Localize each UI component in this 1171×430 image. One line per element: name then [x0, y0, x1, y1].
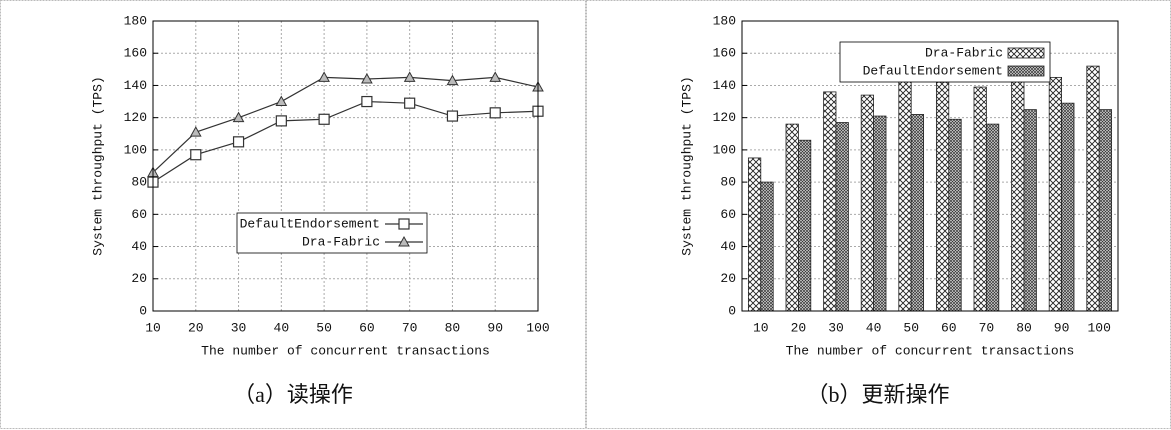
bar [835, 122, 849, 312]
bar [1023, 109, 1037, 312]
y-tick-label: 160 [713, 46, 736, 61]
plot-frame [741, 20, 1119, 312]
y-tick-label: 140 [124, 78, 147, 93]
marker [190, 149, 202, 161]
x-tick-label: 10 [145, 320, 161, 335]
x-tick-label: 80 [1016, 320, 1032, 335]
y-tick-label: 40 [131, 239, 147, 254]
x-tick-label: 100 [1087, 320, 1110, 335]
bar [1061, 102, 1075, 312]
y-tick-label: 180 [124, 13, 147, 28]
x-tick-label: 100 [526, 320, 549, 335]
x-axis-label: The number of concurrent transactions [201, 343, 490, 358]
bar [898, 70, 912, 312]
x-tick-label: 30 [828, 320, 844, 335]
legend-label: Dra-Fabric [925, 45, 1003, 60]
y-tick-label: 160 [124, 46, 147, 61]
x-tick-label: 10 [753, 320, 769, 335]
x-tick-label: 30 [231, 320, 247, 335]
bar [973, 86, 987, 312]
bar [873, 115, 887, 312]
bar [1048, 76, 1063, 312]
legend-box [236, 212, 428, 254]
marker [232, 111, 245, 123]
y-tick-label: 80 [720, 175, 736, 190]
bar [760, 181, 774, 312]
marker [361, 95, 373, 108]
bar [935, 81, 950, 312]
y-tick-label: 120 [124, 110, 147, 125]
caption: （a）读操作 [233, 382, 353, 407]
plot-frame [152, 20, 539, 312]
bar [1086, 65, 1100, 312]
marker [275, 95, 288, 107]
legend-label: Dra-Fabric [302, 234, 380, 249]
x-tick-label: 80 [445, 320, 461, 335]
bar [860, 94, 875, 312]
marker [403, 71, 416, 82]
x-tick-label: 60 [941, 320, 957, 335]
marker [361, 72, 373, 84]
marker [404, 97, 416, 109]
bar [986, 123, 1000, 312]
y-axis-label: System throughput (TPS) [90, 76, 105, 255]
y-tick-label: 20 [131, 271, 147, 286]
marker [398, 235, 410, 247]
y-tick-label: 100 [713, 142, 736, 157]
marker [318, 71, 330, 82]
marker [189, 126, 202, 137]
marker [489, 107, 501, 119]
legend-label: DefaultEndorsement [863, 63, 1003, 78]
x-tick-label: 70 [979, 320, 995, 335]
x-tick-label: 60 [359, 320, 375, 335]
x-axis-label: The number of concurrent transactions [786, 343, 1075, 358]
y-tick-label: 40 [720, 239, 736, 254]
caption: （b）更新操作 [806, 382, 949, 407]
x-tick-label: 90 [487, 320, 503, 335]
panel-frame [0, 0, 586, 429]
y-tick-label: 180 [713, 13, 736, 28]
y-tick-label: 0 [728, 303, 736, 318]
marker [398, 218, 410, 230]
y-tick-label: 0 [139, 303, 147, 318]
bar [1098, 109, 1113, 312]
x-tick-label: 40 [866, 320, 882, 335]
legend-label: DefaultEndorsement [240, 216, 380, 231]
y-tick-label: 60 [131, 207, 147, 222]
marker [275, 115, 287, 127]
x-tick-label: 40 [274, 320, 290, 335]
bar [1011, 73, 1025, 312]
x-tick-label: 50 [316, 320, 332, 335]
y-tick-label: 60 [720, 207, 736, 222]
x-tick-label: 20 [188, 320, 204, 335]
marker [446, 110, 459, 122]
series-line [152, 76, 539, 173]
y-tick-label: 140 [713, 78, 736, 93]
x-tick-label: 90 [1054, 320, 1070, 335]
x-tick-label: 20 [791, 320, 807, 335]
bar [798, 139, 812, 312]
bar [910, 114, 925, 312]
legend-swatch [1007, 65, 1045, 77]
y-axis-label: System throughput (TPS) [679, 76, 694, 255]
marker [232, 136, 245, 148]
legend-swatch [1007, 47, 1045, 59]
y-tick-label: 120 [713, 110, 736, 125]
y-tick-label: 80 [131, 175, 147, 190]
marker [318, 113, 330, 125]
bar [785, 123, 799, 312]
x-tick-label: 50 [903, 320, 919, 335]
series-line [152, 100, 539, 183]
bar [948, 118, 962, 312]
bar [747, 157, 762, 312]
marker [446, 74, 459, 86]
marker [489, 71, 502, 82]
x-tick-label: 70 [402, 320, 418, 335]
y-tick-label: 100 [124, 142, 147, 157]
bar [823, 91, 837, 312]
y-tick-label: 20 [720, 271, 736, 286]
